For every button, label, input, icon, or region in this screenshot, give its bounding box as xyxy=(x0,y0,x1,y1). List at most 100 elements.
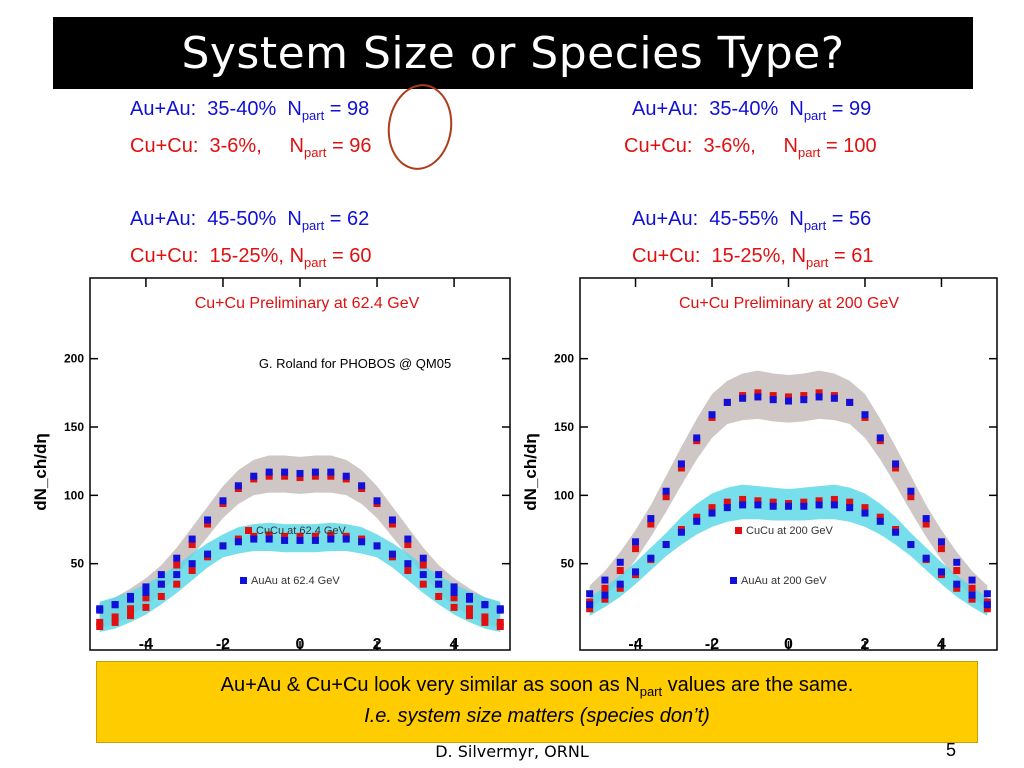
data-point xyxy=(250,472,258,480)
data-point xyxy=(96,605,104,613)
conclusion-line-1: Au+Au & Cu+Cu look very similar as soon … xyxy=(220,674,854,699)
data-point xyxy=(815,389,823,397)
data-point xyxy=(846,504,854,512)
data-point xyxy=(311,532,319,540)
chart-title: Cu+Cu Preliminary at 200 GeV xyxy=(679,295,899,312)
plot-200-gev: 50 100 150 200 dN_ch/dη Cu+Cu Preliminary at … xyxy=(510,272,1005,662)
title-bar: System Size or Species Type? xyxy=(53,17,973,89)
data-point xyxy=(450,594,458,602)
data-point xyxy=(739,501,747,509)
y-tick-label: 150 xyxy=(554,420,574,434)
conclusion-box: Au+Au & Cu+Cu look very similar as soon … xyxy=(96,661,978,743)
legend-marker xyxy=(730,577,737,584)
chart-title: Cu+Cu Preliminary at 62.4 GeV xyxy=(195,295,420,312)
data-point xyxy=(234,538,242,546)
slide-title: System Size or Species Type? xyxy=(181,27,845,79)
data-point xyxy=(404,567,412,574)
data-point xyxy=(662,487,670,495)
data-point xyxy=(157,592,165,600)
data-point xyxy=(188,535,196,543)
x-tick-label: 4 xyxy=(937,636,946,653)
data-point xyxy=(127,595,135,603)
data-point xyxy=(342,472,350,480)
data-point xyxy=(968,595,976,603)
systematic-band xyxy=(589,484,988,616)
data-point xyxy=(404,535,412,543)
data-point xyxy=(907,493,915,501)
data-point xyxy=(769,502,777,510)
data-point xyxy=(296,532,304,540)
data-point xyxy=(127,605,135,613)
data-point xyxy=(983,590,991,598)
data-point xyxy=(785,397,792,405)
data-point xyxy=(311,472,319,480)
legend-label: CuCu at 200 GeV xyxy=(746,525,833,537)
data-point xyxy=(296,536,304,544)
data-point xyxy=(481,613,489,621)
data-point xyxy=(450,603,458,611)
data-point xyxy=(465,605,473,613)
data-point xyxy=(693,513,701,521)
left-npart-line-2: Cu+Cu: 3-6%, Npart = 96 xyxy=(130,135,372,160)
data-point xyxy=(388,516,396,524)
data-point xyxy=(922,554,930,562)
left-npart-line-4: Cu+Cu: 15-25%, Npart = 60 xyxy=(130,245,372,270)
data-point xyxy=(188,560,196,568)
data-point xyxy=(800,502,808,510)
page-number: 5 xyxy=(946,740,957,760)
data-point xyxy=(723,504,731,512)
right-npart-line-3: Au+Au: 45-55% Npart = 56 xyxy=(632,208,872,233)
data-point xyxy=(281,536,289,544)
data-point xyxy=(892,464,900,472)
data-point xyxy=(188,567,196,574)
data-point xyxy=(769,392,777,400)
x-tick-label: 0 xyxy=(784,636,793,653)
data-point xyxy=(800,392,808,400)
data-point xyxy=(723,498,731,506)
data-point xyxy=(662,493,670,501)
data-point xyxy=(677,464,685,472)
data-point xyxy=(846,498,854,506)
data-point xyxy=(142,588,150,596)
data-point xyxy=(754,501,762,509)
data-point xyxy=(861,504,869,512)
data-point xyxy=(219,542,227,550)
data-point xyxy=(358,482,366,490)
data-point xyxy=(922,515,930,523)
systematic-band xyxy=(99,522,501,632)
data-point xyxy=(450,583,458,591)
left-npart-line-3: Au+Au: 45-50% Npart = 62 xyxy=(130,208,370,233)
data-point xyxy=(800,396,808,404)
data-point xyxy=(281,468,289,476)
y-tick-label: 50 xyxy=(71,557,85,571)
data-point xyxy=(892,460,900,468)
data-point xyxy=(96,623,104,631)
data-point xyxy=(204,520,212,528)
data-point xyxy=(937,545,945,553)
data-point xyxy=(173,561,181,569)
data-point xyxy=(127,612,135,620)
y-axis-label: dN_ch/dη xyxy=(31,433,50,510)
data-point xyxy=(281,532,289,540)
data-point xyxy=(281,472,289,480)
data-point xyxy=(616,584,624,592)
data-point xyxy=(677,528,685,536)
data-point xyxy=(435,580,443,588)
x-tick-label: 2 xyxy=(861,636,870,653)
data-point xyxy=(496,618,504,626)
data-point xyxy=(754,497,762,505)
data-point xyxy=(465,595,473,603)
x-tick-label: -4 xyxy=(628,636,642,653)
data-point xyxy=(616,567,624,574)
data-point xyxy=(173,580,181,588)
data-point xyxy=(327,468,335,476)
data-point xyxy=(647,515,655,523)
data-point xyxy=(327,472,335,480)
data-point xyxy=(861,411,869,419)
data-point xyxy=(465,612,473,620)
legend-marker xyxy=(245,527,252,534)
data-point xyxy=(953,580,961,588)
data-point xyxy=(496,623,504,631)
data-point xyxy=(937,568,945,576)
data-point xyxy=(983,601,991,609)
